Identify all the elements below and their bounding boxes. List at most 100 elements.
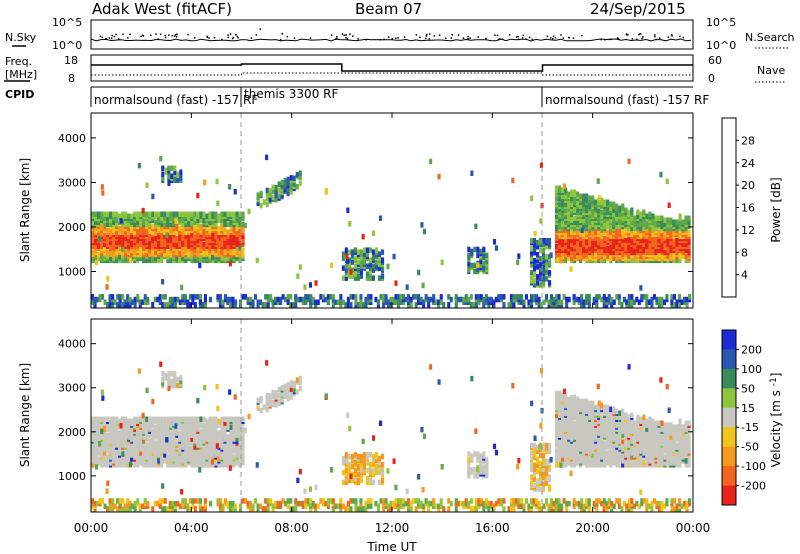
velocity-cell: [133, 434, 137, 440]
power-cell: [580, 299, 584, 305]
velocity-cell: [341, 479, 345, 486]
power-heatmap-cells: [91, 154, 692, 308]
noise-point: [334, 38, 337, 40]
noise-point: [235, 33, 237, 36]
power-colorbar-tick: 8: [741, 246, 748, 259]
noise-point: [560, 34, 562, 36]
velocity-cell: [148, 416, 152, 422]
velocity-cell: [193, 428, 197, 434]
velocity-cell: [542, 458, 546, 465]
power-cell: [348, 221, 352, 227]
velocity-cell: [268, 401, 272, 407]
power-cell: [561, 197, 565, 203]
power-cell: [121, 227, 125, 234]
velocity-cell: [271, 389, 275, 396]
power-cell: [163, 302, 167, 308]
power-cell: [470, 170, 474, 176]
velocity-cell: [205, 444, 209, 450]
power-cell: [594, 199, 598, 205]
power-cell: [175, 211, 179, 217]
power-cell: [170, 165, 174, 171]
power-cell: [610, 296, 614, 303]
noise-point: [604, 39, 606, 41]
power-cell: [667, 202, 671, 208]
power-cell: [173, 165, 177, 171]
power-cell: [353, 255, 357, 261]
velocity-cell: [579, 428, 583, 434]
velocity-cell: [208, 416, 212, 422]
power-cell: [123, 299, 127, 305]
power-cell: [533, 266, 537, 272]
velocity-cell: [347, 469, 351, 476]
velocity-cell: [193, 420, 197, 426]
power-cell: [124, 211, 128, 217]
power-cell: [281, 294, 285, 300]
velocity-cell: [362, 455, 366, 462]
velocity-cell: [548, 474, 552, 480]
power-cell: [118, 253, 122, 260]
power-cell: [160, 211, 164, 217]
velocity-cell: [542, 470, 546, 476]
power-cell: [128, 257, 132, 263]
velocity-cell: [341, 469, 345, 476]
power-cell: [346, 296, 350, 303]
power-cell: [196, 233, 200, 240]
velocity-cell: [353, 459, 357, 466]
power-cell: [419, 296, 423, 303]
power-cell: [121, 211, 125, 217]
power-cell: [615, 209, 619, 215]
velocity-cell: [344, 479, 348, 486]
velocity-cell: [136, 442, 140, 448]
power-cell: [612, 201, 616, 207]
velocity-cell: [91, 462, 95, 468]
velocity-cell: [256, 397, 260, 403]
velocity-cell: [381, 453, 385, 460]
power-cell: [606, 209, 610, 215]
velocity-cell: [573, 448, 577, 454]
power-cell: [602, 302, 606, 308]
power-cell: [173, 296, 177, 303]
power-cell: [148, 233, 152, 240]
velocity-cell: [163, 420, 167, 426]
power-cell: [655, 296, 659, 303]
velocity-cell: [211, 462, 215, 468]
power-cell: [687, 223, 691, 230]
power-cell: [464, 294, 468, 300]
noise-point: [433, 35, 436, 37]
power-cell: [659, 171, 663, 178]
power-cell: [142, 257, 146, 264]
power-cell: [100, 184, 104, 190]
power-cell: [319, 294, 323, 300]
noise-point: [609, 38, 611, 41]
power-cell: [642, 294, 646, 300]
power-cell: [190, 225, 194, 232]
power-cell: [511, 177, 515, 184]
velocity-cell: [356, 477, 360, 484]
power-cell: [502, 294, 506, 300]
power-cell: [124, 251, 128, 258]
power-cell: [542, 248, 546, 254]
power-cell: [536, 244, 540, 250]
power-cell: [289, 294, 293, 300]
noise-point: [639, 33, 641, 35]
power-cell: [585, 294, 589, 300]
power-cell: [362, 259, 366, 265]
velocity-cell: [148, 452, 152, 458]
velocity-cell: [588, 414, 592, 420]
power-cell: [359, 302, 363, 308]
velocity-cell: [178, 456, 182, 462]
power-cell: [161, 302, 165, 308]
velocity-cell: [173, 374, 177, 381]
power-cell: [196, 211, 200, 217]
power-cell: [473, 262, 477, 269]
power-cell: [139, 249, 143, 256]
power-colorbar-tick: 4: [741, 269, 748, 282]
velocity-cell: [533, 470, 537, 476]
power-cell: [642, 245, 646, 252]
velocity-cell: [97, 416, 101, 422]
power-cell: [555, 302, 559, 308]
power-cell: [650, 302, 654, 308]
power-cell: [467, 296, 471, 303]
power-cell: [678, 213, 682, 219]
power-cell: [530, 294, 534, 300]
